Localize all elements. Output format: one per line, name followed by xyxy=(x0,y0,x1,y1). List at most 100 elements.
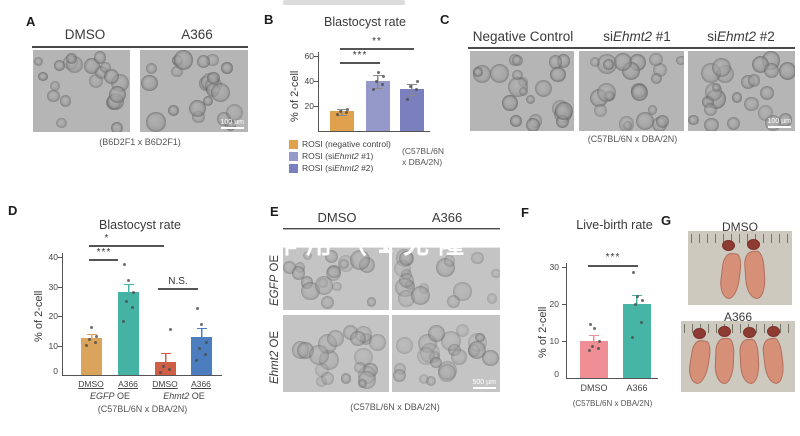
panel-c-header-negative-control: Negative Control xyxy=(472,29,574,44)
embryo-blob xyxy=(618,116,635,131)
panel-d-caption: (C57BL/6N x DBA/2N) xyxy=(97,404,188,414)
error-bar xyxy=(407,83,417,96)
panel-b-y-axis xyxy=(318,52,320,131)
panel-b-legend: ROSI (negative control) ROSI (siEhmt2 #1… xyxy=(289,139,391,175)
embryo-blob xyxy=(535,80,553,98)
data-point xyxy=(635,295,639,299)
embryo-blob xyxy=(188,100,206,118)
micrograph-e-ehmt2-a366: 500 µm xyxy=(392,315,500,392)
legend-item: ROSI (siEhmt2 #2) xyxy=(289,163,391,173)
scale-bar-label: 100 µm xyxy=(220,119,245,126)
data-point xyxy=(344,110,348,114)
tick-mark xyxy=(314,105,318,107)
panel-b-bar-chart xyxy=(318,40,430,131)
embryo-blob xyxy=(763,63,779,78)
micrograph-a-dmso xyxy=(33,50,130,132)
panel-d-title: Blastocyst rate xyxy=(99,218,181,232)
panel-d-x-axis xyxy=(62,375,222,377)
significance-line xyxy=(89,245,164,247)
data-point xyxy=(90,326,93,330)
scale-bar-line xyxy=(472,387,496,389)
watermark-band xyxy=(277,229,663,248)
data-point xyxy=(597,339,601,343)
significance-line xyxy=(340,48,414,50)
embryo-blob xyxy=(703,103,718,117)
panel-b-label: B xyxy=(264,12,274,27)
watermark-text: 的作用（1克隆 xyxy=(236,230,474,260)
tick-mark xyxy=(58,286,62,288)
data-point xyxy=(132,290,135,294)
embryo-blob xyxy=(60,95,72,107)
significance-line xyxy=(89,259,118,261)
data-point xyxy=(122,320,125,324)
panel-f-caption: (C57BL/6N x DBA/2N) xyxy=(572,399,653,408)
panel-f-bar-chart xyxy=(566,255,658,378)
embryo-blob xyxy=(111,121,124,132)
embryo-blob xyxy=(614,53,633,72)
scale-bar-line xyxy=(220,127,244,129)
micrograph-c-siehmt2-1 xyxy=(579,51,684,131)
panel-d-label: D xyxy=(8,203,18,218)
embryo-blob xyxy=(108,86,126,103)
legend-item: ROSI (negative control) xyxy=(289,139,391,149)
embryo-blob xyxy=(321,295,335,310)
embryo-blob xyxy=(93,51,107,64)
panel-b-x-axis xyxy=(318,131,430,133)
legend-label: ROSI (negative control) xyxy=(302,139,391,149)
panel-e-caption: (C57BL/6N x DBA/2N) xyxy=(350,402,440,412)
embryo-blob xyxy=(437,364,457,383)
panel-e-row-ehmt2-oe: Ehmt2 OE xyxy=(269,330,281,384)
embryo-blob xyxy=(518,86,528,96)
bar-rosi-siehmt2-1- xyxy=(366,81,390,131)
panel-f-ytick-10: 10 xyxy=(549,336,559,346)
panel-f-ylabel: % of 2-cell xyxy=(537,306,549,358)
panel-d-xlabel: DMSO xyxy=(78,379,104,389)
data-point xyxy=(371,88,375,92)
embryo-blob xyxy=(203,95,214,106)
panel-f-xlabel-dmso: DMSO xyxy=(580,383,608,393)
embryo-blob xyxy=(340,373,351,384)
panel-a-header-a366: A366 xyxy=(181,27,213,42)
panel-f-ytick-0: 0 xyxy=(554,369,559,379)
panel-f-label: F xyxy=(521,205,529,220)
embryo-blob xyxy=(630,83,649,102)
data-point xyxy=(639,321,643,324)
embryo-blob xyxy=(596,82,617,103)
data-point xyxy=(414,88,418,92)
embryo-blob xyxy=(502,95,518,111)
embryo-blob xyxy=(711,58,731,78)
bar-a366-ehmt2-oe- xyxy=(191,336,212,375)
data-point xyxy=(200,323,203,327)
embryo-blob xyxy=(309,345,329,365)
embryo-blob xyxy=(104,68,120,84)
panel-b-strain-note: (C57BL/6N x DBA/2N) xyxy=(402,146,445,167)
embryo-blob xyxy=(656,115,670,129)
photo-g-dmso-pups xyxy=(688,231,792,305)
data-point xyxy=(338,109,342,113)
ruler xyxy=(691,234,789,243)
embryo-blob xyxy=(325,250,339,264)
micrograph-a-a366: 100 µm xyxy=(140,50,248,132)
micrograph-e-egfp-dmso xyxy=(283,247,389,310)
panel-f-ytick-30: 30 xyxy=(549,262,559,272)
embryo-blob xyxy=(486,293,498,304)
embryo-blob xyxy=(593,103,607,117)
data-point xyxy=(94,341,97,345)
pup xyxy=(761,337,786,385)
panel-c-header-rule xyxy=(468,47,795,49)
pup xyxy=(718,252,743,300)
embryo-blob xyxy=(173,50,194,70)
pup xyxy=(714,337,735,385)
panel-d-group-ehmt2: Ehmt2 OE xyxy=(163,391,205,401)
placenta xyxy=(747,239,760,250)
error-bar xyxy=(337,108,347,116)
panel-f-xlabel-a366: A366 xyxy=(626,383,648,393)
panel-f-x-axis xyxy=(566,378,658,380)
embryo-blob xyxy=(711,83,721,93)
panel-b-ytick-20: 20 xyxy=(304,101,314,111)
data-point xyxy=(345,108,349,112)
photo-g-a366-pups xyxy=(681,321,795,392)
legend-label: ROSI (siEhmt2 #2) xyxy=(302,163,374,173)
scale-bar-label: 100 µm xyxy=(767,118,792,125)
panel-a-header-rule xyxy=(32,46,248,48)
